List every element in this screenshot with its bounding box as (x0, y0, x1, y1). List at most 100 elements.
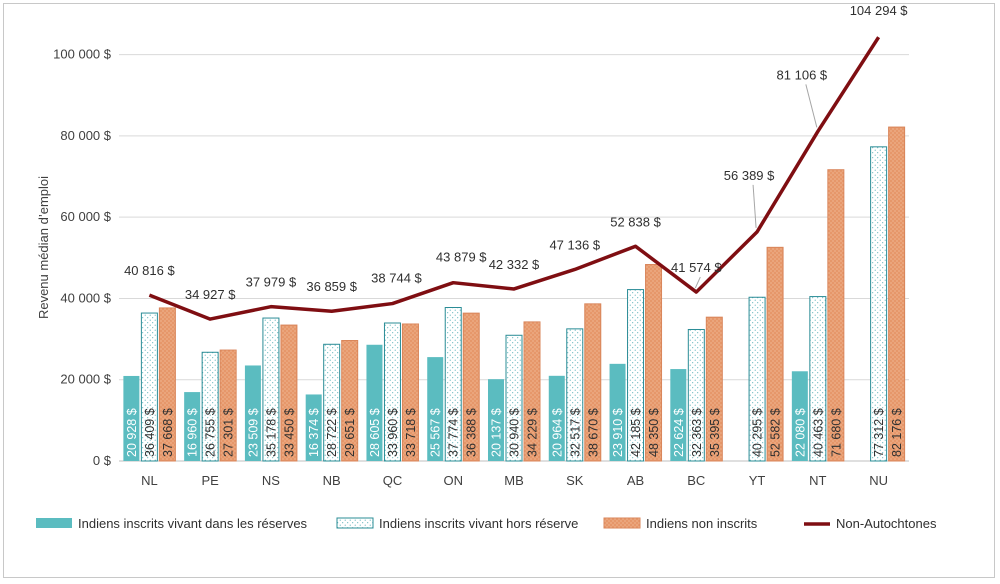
series-line (148, 36, 881, 321)
bar-value-label: 23 910 $ (611, 408, 625, 457)
y-tick-label: 60 000 $ (60, 209, 111, 224)
bar-value-label: 28 722 $ (325, 408, 339, 457)
bar-value-label: 32 517 $ (568, 408, 582, 457)
legend-swatch (36, 518, 72, 528)
bar-value-label: 37 668 $ (161, 408, 175, 457)
bar (766, 246, 784, 462)
bar-value-label: 35 395 $ (708, 408, 722, 457)
legend-label: Non-Autochtones (836, 516, 937, 531)
x-tick-label: NU (869, 473, 888, 488)
bar (184, 392, 201, 461)
x-tick-label: NL (141, 473, 158, 488)
y-tick-label: 100 000 $ (53, 47, 112, 62)
bar-value-label: 28 605 $ (368, 408, 382, 457)
line-value-label: 43 879 $ (436, 250, 487, 265)
y-tick-label: 80 000 $ (60, 128, 111, 143)
bar (870, 146, 888, 462)
bar (462, 312, 480, 462)
bar-value-label: 20 928 $ (125, 408, 139, 457)
bar-value-label: 22 624 $ (672, 408, 686, 457)
bar-value-label: 26 755 $ (204, 408, 218, 457)
legend-item: Indiens inscrits vivant hors réserve (336, 516, 578, 531)
y-tick-label: 40 000 $ (60, 290, 111, 305)
bar-value-label: 34 229 $ (526, 408, 540, 457)
x-tick-label: NB (323, 473, 341, 488)
line-value-label: 81 106 $ (777, 67, 828, 82)
bar-value-label: 77 312 $ (872, 408, 886, 457)
bar-value-label: 29 651 $ (343, 408, 357, 457)
bar-value-label: 32 363 $ (690, 408, 704, 457)
bar (140, 312, 158, 462)
chart-frame: 0 $ 20 000 $ 40 000 $ 60 000 $ 80 000 $ 100 0… (3, 3, 995, 578)
bar (827, 169, 845, 462)
bar (488, 379, 504, 461)
legend-label: Indiens inscrits vivant dans les réserve… (78, 516, 308, 531)
bar-value-label: 37 774 $ (447, 408, 461, 457)
bar-value-label: 42 185 $ (629, 408, 643, 457)
bar-value-label: 82 176 $ (890, 408, 904, 457)
bar (748, 296, 766, 462)
line-value-label: 104 294 $ (850, 4, 909, 18)
bar (280, 324, 298, 462)
bar (123, 375, 140, 461)
line-value-label: 38 744 $ (371, 271, 422, 286)
x-tick-label: PE (201, 473, 219, 488)
line-value-label: 37 979 $ (246, 275, 297, 290)
bar-value-label: 40 463 $ (811, 408, 825, 457)
bar (383, 322, 401, 462)
bar (609, 363, 626, 461)
line-value-label: 34 927 $ (185, 287, 236, 302)
y-axis-title: Revenu médian d’emploi (36, 176, 51, 319)
x-tick-label: ON (443, 473, 463, 488)
bar-value-label: 22 080 $ (793, 408, 807, 457)
bar (523, 321, 541, 462)
bar (158, 307, 176, 462)
bar (201, 351, 219, 462)
x-tick-label: MB (504, 473, 524, 488)
x-tick-label: QC (383, 473, 403, 488)
leader-line (694, 276, 701, 289)
bar-value-label: 23 509 $ (246, 408, 260, 457)
bar-value-label: 35 178 $ (264, 408, 278, 457)
bar-value-label: 33 960 $ (386, 408, 400, 457)
bar (505, 334, 523, 462)
bar (687, 328, 705, 462)
bar (427, 357, 444, 461)
x-tick-label: NT (809, 473, 826, 488)
legend-swatch (603, 517, 641, 529)
bar-value-label: 16 374 $ (307, 408, 321, 457)
bar (809, 296, 827, 462)
legend-swatch (336, 517, 374, 529)
bar-value-label: 33 450 $ (282, 408, 296, 457)
bar (305, 394, 322, 461)
bar (627, 289, 645, 462)
bar-value-label: 33 718 $ (404, 408, 418, 457)
legend-item: Indiens non inscrits (603, 516, 758, 531)
bar (645, 264, 663, 462)
bar-value-label: 25 567 $ (429, 408, 443, 457)
bar (548, 375, 565, 461)
bar-value-label: 40 295 $ (751, 408, 765, 457)
bar-value-label: 20 964 $ (550, 408, 564, 457)
legend-item: Non-Autochtones (804, 516, 937, 531)
bar (444, 307, 462, 462)
bar-value-label: 36 409 $ (143, 408, 157, 457)
x-tick-label: BC (687, 473, 705, 488)
bar (670, 369, 687, 461)
x-axis: NL PE NS NB QC ON MB SK AB BC YT NT NU (141, 473, 888, 488)
bar-value-label: 48 350 $ (647, 408, 661, 457)
bar-value-label: 36 388 $ (465, 408, 479, 457)
bar (401, 323, 419, 462)
bars (123, 126, 906, 462)
leader-line (805, 84, 818, 128)
x-tick-label: SK (566, 473, 584, 488)
legend-label: Indiens inscrits vivant hors réserve (379, 516, 578, 531)
bar-value-label: 20 137 $ (490, 408, 504, 457)
bar-value-label: 71 680 $ (829, 408, 843, 457)
bar-value-label: 30 940 $ (508, 408, 522, 457)
bar (323, 343, 341, 462)
bar (366, 344, 383, 461)
bar (791, 371, 808, 461)
x-tick-label: YT (749, 473, 766, 488)
x-tick-label: NS (262, 473, 280, 488)
